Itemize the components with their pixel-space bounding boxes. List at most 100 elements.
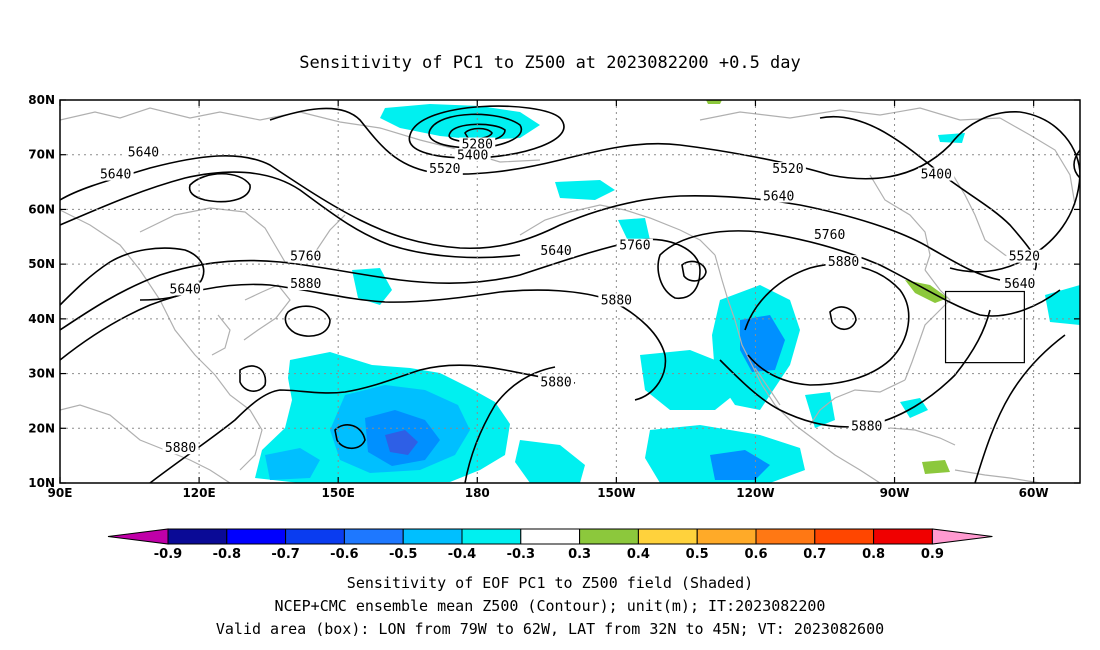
colorbar-swatch	[285, 528, 345, 545]
valid-area-box	[944, 290, 1025, 364]
contour-5880-ring-east	[829, 306, 857, 331]
map-plot-area: 5640564056405760588058805280540055205640…	[60, 100, 1080, 483]
contour-5880-atlantic	[974, 334, 1066, 483]
coast-baja	[754, 367, 781, 406]
caption-line-3: Valid area (box): LON from 79W to 62W, L…	[216, 620, 884, 638]
map-frame	[59, 99, 1081, 484]
contour-label-bg	[1001, 277, 1038, 291]
contour-5400	[408, 105, 565, 159]
y-tick-label: 50N	[28, 257, 55, 271]
colorbar-label: -0.7	[271, 547, 299, 562]
colorbar-swatch	[637, 528, 698, 545]
contour-label-bg	[426, 162, 463, 176]
coast-se-asia	[60, 404, 231, 483]
contour-label-bg	[1006, 249, 1043, 263]
contour-5280	[428, 113, 523, 149]
contour-5520-west	[269, 107, 1021, 180]
x-tick-label: 60W	[1019, 486, 1049, 500]
colorbar-label: 0.9	[921, 547, 944, 562]
colorbar-label: -0.9	[154, 547, 182, 562]
contour-label: 5640	[540, 244, 571, 259]
axis-ticks: 90E 120E 150E 180 150W 120W 90W 60W 80N 70N 60N 50N…	[28, 93, 1080, 500]
coast-south-america	[954, 469, 1041, 483]
coast-greenland	[999, 117, 1076, 206]
contour-5880-ring-3	[334, 424, 366, 450]
contour-label-bg	[538, 244, 575, 258]
contour-label: 5880	[601, 293, 632, 308]
contour-5400-east	[819, 115, 1037, 271]
colorbar-label: -0.4	[448, 547, 476, 562]
contour-label-bg	[811, 227, 848, 241]
contour-label-bg	[454, 148, 491, 162]
coast-hudson-bay	[869, 174, 931, 271]
x-tick-label: 150W	[597, 486, 635, 500]
contour-label-bg	[167, 282, 204, 296]
caption-line-1: Sensitivity of EOF PC1 to Z500 field (Sh…	[347, 574, 753, 592]
contour-label-bg	[918, 167, 955, 181]
contour-label-bg	[760, 189, 797, 203]
colorbar-swatch	[402, 528, 463, 545]
x-tick-label: 120E	[182, 486, 215, 500]
colorbar-label: -0.6	[330, 547, 358, 562]
colorbar-label: 0.7	[803, 547, 826, 562]
colorbar: -0.9 -0.8 -0.7 -0.6 -0.5 -0.4 -0.3 0.3 0.4 0.5 0.6…	[107, 528, 993, 562]
contour-label-bg	[97, 167, 134, 181]
contour-5880-east	[744, 263, 910, 386]
y-tick-label: 20N	[28, 421, 55, 435]
shade-alaska	[555, 180, 615, 200]
coast-east-asia	[60, 209, 263, 471]
shade-central-pacific	[515, 440, 585, 483]
contour-label: 5760	[290, 250, 321, 265]
coast-north-america-west	[714, 254, 881, 483]
colorbar-label: 0.3	[568, 547, 591, 562]
contour-label-bg	[459, 137, 496, 151]
x-tick-label: 90E	[48, 486, 73, 500]
contour-label: 5640	[170, 283, 201, 298]
y-tick-label: 10N	[28, 476, 55, 490]
contour-label-bg	[769, 162, 806, 176]
coast-okhotsk	[139, 207, 346, 263]
contour-5880-pacific	[464, 366, 556, 483]
shade-arctic	[380, 104, 540, 140]
y-tick-label: 80N	[28, 93, 55, 107]
contour-label-bg	[125, 145, 162, 159]
colorbar-label: 0.6	[744, 547, 767, 562]
shade-labrador	[938, 133, 965, 143]
contour-label-bg	[287, 277, 324, 291]
x-tick-label: 120W	[736, 486, 774, 500]
x-tick-label: 150E	[322, 486, 355, 500]
y-tick-label: 70N	[28, 148, 55, 162]
contour-label: 5520	[429, 162, 460, 177]
contour-5760-ring	[681, 260, 707, 282]
contour-label-bg	[825, 255, 862, 269]
shade-goa	[618, 218, 650, 245]
caption-line-2: NCEP+CMC ensemble mean Z500 (Contour); u…	[275, 597, 826, 615]
colorbar-swatch	[167, 528, 228, 545]
y-tick-label: 40N	[28, 312, 55, 326]
colorbar-swatch	[814, 528, 875, 545]
y-tick-label: 30N	[28, 367, 55, 381]
contour-label: 5880	[540, 376, 571, 391]
contour-label: 5880	[165, 441, 196, 456]
coast-gulf	[809, 379, 906, 426]
shade-west-pacific-sw	[265, 448, 320, 480]
contour-label: 5880	[290, 277, 321, 292]
colorbar-label: 0.8	[862, 547, 885, 562]
contour-label: 5640	[1004, 277, 1035, 292]
contour-5880-south	[149, 364, 576, 483]
colorbar-low-arrow	[107, 528, 169, 545]
contour-5880-ring-2	[239, 365, 267, 392]
coast-cuba	[889, 427, 956, 446]
x-tick-label: 90W	[880, 486, 910, 500]
contour-label-bg	[287, 249, 324, 263]
contour-5520-east	[949, 111, 1080, 273]
colorbar-label: -0.3	[507, 547, 535, 562]
colorbar-label: -0.8	[213, 547, 241, 562]
contour-label: 5520	[1009, 250, 1040, 265]
contour-label: 5760	[814, 228, 845, 243]
colorbar-swatch	[520, 528, 581, 545]
contour-5760	[60, 230, 1061, 331]
colorbar-label: 0.4	[627, 547, 650, 562]
colorbar-swatch	[755, 528, 816, 545]
